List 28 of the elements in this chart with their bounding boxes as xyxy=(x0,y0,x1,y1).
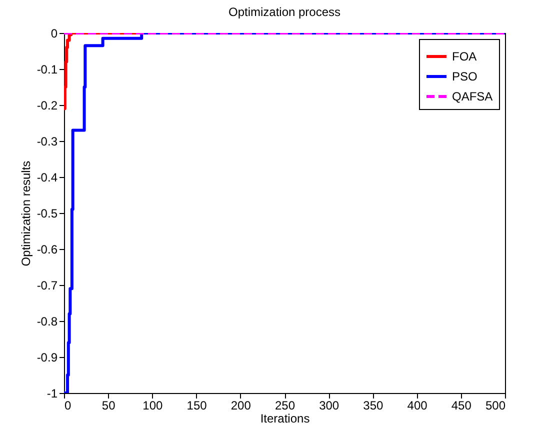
y-tick-label: -0.1 xyxy=(36,62,58,76)
x-tick-label: 400 xyxy=(407,398,428,412)
y-tick-label: 0 xyxy=(50,26,58,40)
x-tick-label: 300 xyxy=(319,398,340,412)
y-tick-label: -0.5 xyxy=(36,206,58,220)
x-tick-label: 0 xyxy=(64,398,72,412)
y-tick-label: -0.3 xyxy=(36,134,58,148)
x-tick-label: 200 xyxy=(230,398,252,412)
y-tick-label: -0.7 xyxy=(36,278,58,292)
legend-label: FOA xyxy=(452,50,477,64)
x-tick-label: 50 xyxy=(102,398,116,412)
chart-title: Optimization process xyxy=(228,5,341,19)
y-tick-label: -0.9 xyxy=(36,350,58,364)
x-tick-label: 450 xyxy=(451,398,472,412)
y-tick-label: -0.8 xyxy=(36,314,58,328)
y-axis-title: Optimization results xyxy=(18,160,33,266)
legend-label: QAFSA xyxy=(452,90,493,104)
y-tick-label: -1 xyxy=(46,386,58,400)
x-tick-label: 350 xyxy=(363,398,384,412)
x-axis-title: Iterations xyxy=(260,412,310,426)
x-tick-label: 100 xyxy=(142,398,164,412)
x-tick-label: 500 xyxy=(485,398,506,412)
y-tick-label: -0.6 xyxy=(36,242,58,256)
x-tick-label: 150 xyxy=(186,398,208,412)
y-tick-label: -0.2 xyxy=(36,98,58,112)
y-tick-label: -0.4 xyxy=(36,170,58,184)
x-tick-label: 250 xyxy=(274,398,296,412)
legend-label: PSO xyxy=(452,70,478,84)
